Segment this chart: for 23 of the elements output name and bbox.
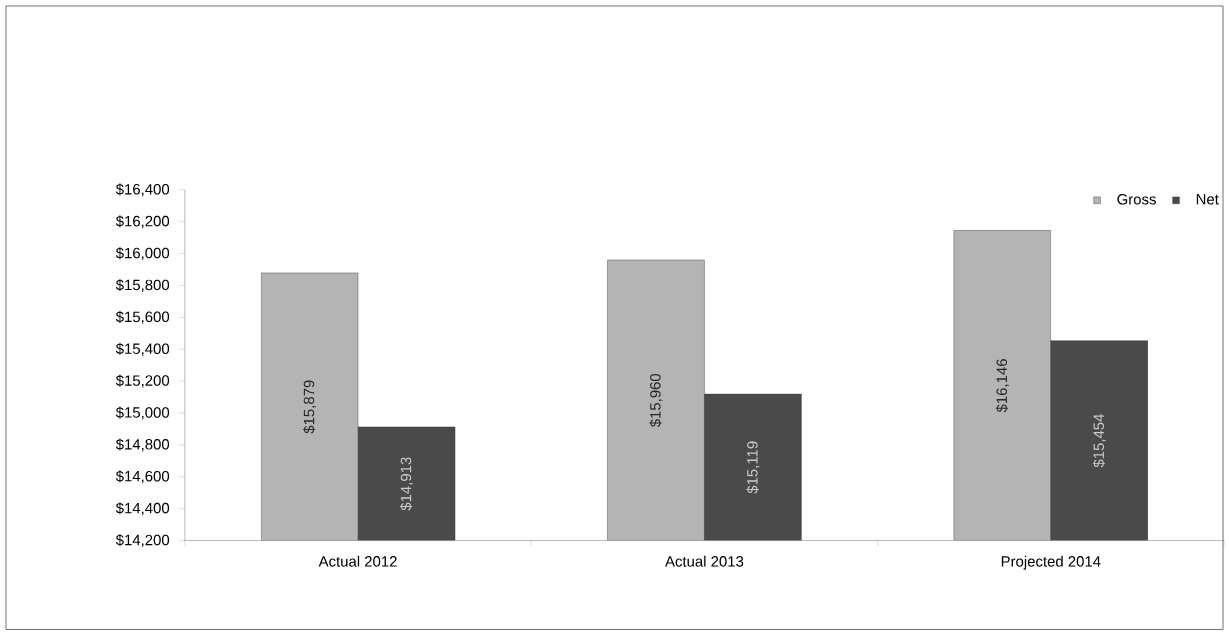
data-label: $15,960 bbox=[649, 373, 663, 427]
y-tick-label: $14,200 bbox=[115, 533, 170, 547]
data-label: $14,913 bbox=[400, 457, 414, 511]
data-label: $15,119 bbox=[746, 441, 760, 494]
y-tick-label: $15,000 bbox=[115, 406, 170, 420]
data-label: $15,454 bbox=[1092, 413, 1106, 468]
y-tick-label: $15,800 bbox=[115, 278, 170, 292]
y-tick-label: $14,400 bbox=[115, 501, 170, 515]
x-tick-label: Actual 2013 bbox=[665, 555, 744, 567]
y-tick-label: $14,600 bbox=[115, 470, 170, 484]
y-tick-label: $15,200 bbox=[115, 374, 170, 388]
x-tick-label: Actual 2012 bbox=[318, 555, 397, 567]
data-label: $15,879 bbox=[303, 380, 317, 434]
data-label: $16,146 bbox=[995, 358, 1009, 413]
y-tick-label: $16,400 bbox=[115, 183, 170, 197]
y-tick-label: $16,200 bbox=[115, 215, 170, 228]
legend-label: Gross bbox=[1117, 193, 1156, 205]
y-tick-label: $14,800 bbox=[115, 438, 170, 452]
legend-label: Net bbox=[1196, 193, 1219, 205]
y-tick-label: $16,000 bbox=[115, 246, 170, 260]
y-tick-label: $15,600 bbox=[115, 310, 170, 324]
y-tick-label: $15,400 bbox=[115, 342, 170, 356]
x-tick-label: Projected 2014 bbox=[1001, 555, 1101, 570]
